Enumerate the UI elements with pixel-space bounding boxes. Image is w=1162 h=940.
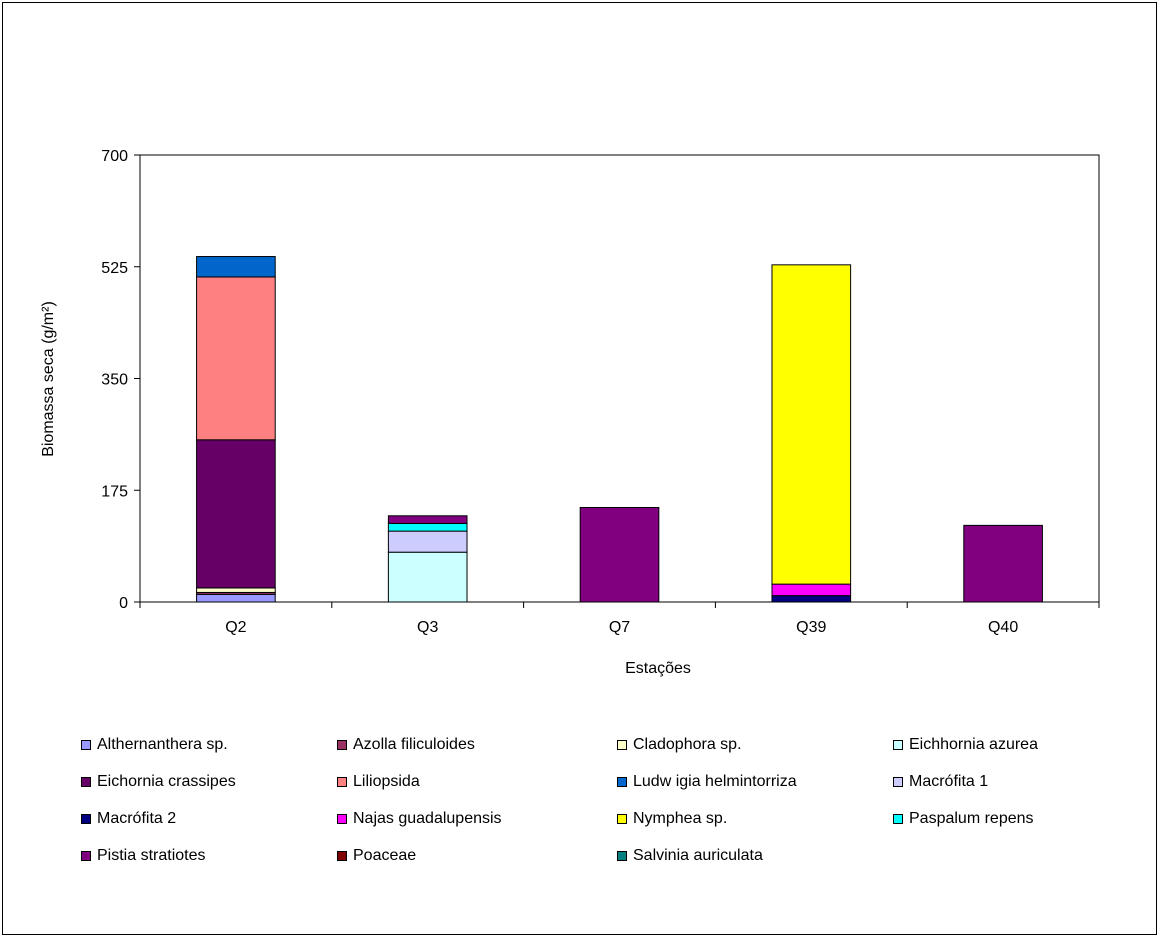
legend-item: Nymphea sp. bbox=[617, 810, 727, 828]
legend-label: Salvinia auriculata bbox=[633, 847, 763, 864]
legend-swatch bbox=[337, 740, 347, 750]
legend-item: Ludw igia helmintorriza bbox=[617, 773, 797, 791]
legend-label: Paspalum repens bbox=[909, 810, 1034, 827]
bar-segment bbox=[771, 583, 852, 597]
legend-label: Najas guadalupensis bbox=[353, 810, 502, 827]
x-tick-label: Q3 bbox=[417, 619, 438, 636]
y-tick-label: 0 bbox=[119, 595, 128, 612]
y-axis-title: Biomassa seca (g/m²) bbox=[40, 301, 57, 457]
legend-swatch bbox=[893, 777, 903, 787]
legend-swatch bbox=[337, 777, 347, 787]
y-tick-label: 175 bbox=[101, 483, 128, 500]
legend-swatch bbox=[893, 740, 903, 750]
legend-swatch bbox=[81, 740, 91, 750]
legend-label: Nymphea sp. bbox=[633, 810, 728, 827]
legend-item: Paspalum repens bbox=[893, 810, 1034, 828]
legend-swatch bbox=[617, 851, 627, 861]
legend-swatch bbox=[617, 814, 627, 824]
legend-item: Macrófita 2 bbox=[81, 810, 176, 828]
legend-item: Liliopsida bbox=[337, 773, 420, 791]
legend-label: Eichornia crassipes bbox=[97, 773, 236, 790]
bar-segment bbox=[963, 524, 1043, 603]
y-tick-label: 525 bbox=[101, 260, 128, 277]
y-tick-label: 700 bbox=[101, 148, 128, 165]
legend-item: Macrófita 1 bbox=[893, 773, 988, 791]
legend-item: Eichhornia azurea bbox=[893, 736, 1038, 754]
legend-item: Azolla filiculoides bbox=[337, 736, 475, 754]
legend-swatch bbox=[81, 814, 91, 824]
bar-segment bbox=[771, 264, 852, 585]
legend-item: Poaceae bbox=[337, 847, 416, 865]
legend-swatch bbox=[337, 814, 347, 824]
legend-item: Salvinia auriculata bbox=[617, 847, 763, 865]
y-tick-label: 350 bbox=[101, 372, 128, 389]
legend-item: Najas guadalupensis bbox=[337, 810, 502, 828]
legend-swatch bbox=[617, 740, 627, 750]
bar-segment bbox=[387, 530, 468, 553]
legend-swatch bbox=[81, 851, 91, 861]
legend-label: Macrófita 2 bbox=[97, 810, 177, 827]
bar-segment bbox=[196, 439, 276, 589]
legend-label: Macrófita 1 bbox=[909, 773, 989, 790]
bar-segment bbox=[387, 522, 468, 532]
legend-label: Poaceae bbox=[353, 847, 417, 864]
legend-label: Althernanthera sp. bbox=[97, 736, 228, 753]
legend-item: Althernanthera sp. bbox=[81, 736, 228, 754]
bar-segment bbox=[196, 593, 276, 603]
bar-segment bbox=[771, 595, 852, 603]
legend-swatch bbox=[893, 814, 903, 824]
legend-item: Cladophora sp. bbox=[617, 736, 742, 754]
bar-segment bbox=[196, 256, 276, 278]
legend-label: Ludw igia helmintorriza bbox=[633, 773, 797, 790]
x-tick-label: Q40 bbox=[988, 619, 1018, 636]
bars-group bbox=[196, 256, 1043, 603]
x-axis-ticks: Q2 Q3 Q7 Q39 Q40 bbox=[139, 602, 1100, 636]
legend-label: Cladophora sp. bbox=[633, 736, 742, 753]
legend-label: Liliopsida bbox=[353, 773, 420, 790]
legend-item: Eichornia crassipes bbox=[81, 773, 236, 791]
legend-swatch bbox=[81, 777, 91, 787]
bar-segment bbox=[387, 515, 468, 524]
bar-segment bbox=[196, 587, 276, 593]
x-axis-title: Estações bbox=[625, 660, 691, 677]
legend-swatch bbox=[617, 777, 627, 787]
stacked-bar-chart: 0 175 350 525 700 Q2 Q3 Q7 Q39 Q40 Biomassa seca… bbox=[40, 148, 1100, 677]
legend-label: Eichhornia azurea bbox=[909, 736, 1038, 753]
bar-segment bbox=[387, 551, 468, 603]
legend-swatch bbox=[337, 851, 347, 861]
bar-segment bbox=[579, 506, 660, 603]
y-axis-ticks: 0 175 350 525 700 bbox=[101, 148, 140, 612]
legend-item: Pistia stratiotes bbox=[81, 847, 205, 865]
legend-label: Pistia stratiotes bbox=[97, 847, 206, 864]
bar-segment bbox=[196, 276, 276, 441]
x-tick-label: Q39 bbox=[796, 619, 826, 636]
x-tick-label: Q2 bbox=[225, 619, 246, 636]
x-tick-label: Q7 bbox=[609, 619, 630, 636]
legend-label: Azolla filiculoides bbox=[353, 736, 475, 753]
